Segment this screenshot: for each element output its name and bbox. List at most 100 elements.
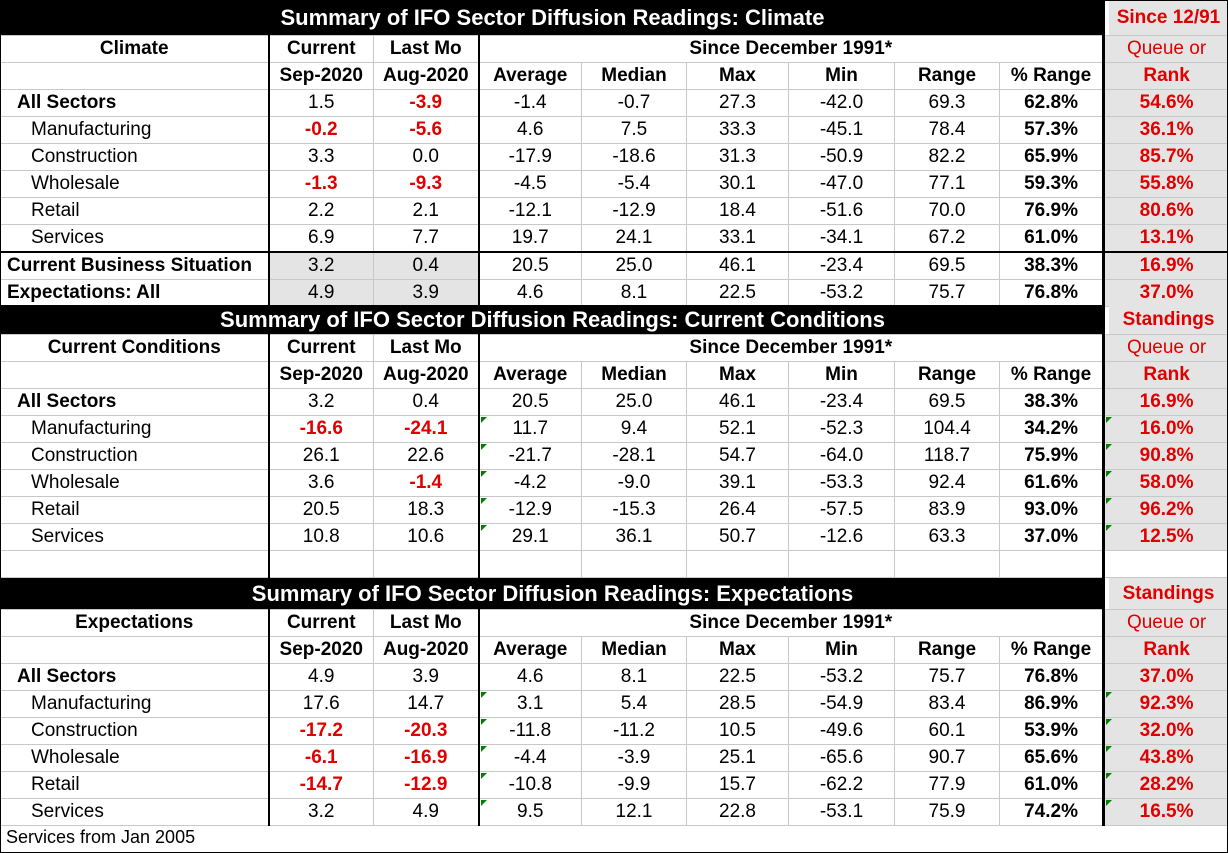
last-month-value: -12.9 [373,771,479,799]
median-value: -28.1 [581,442,687,470]
range-value: 90.7 [894,744,1000,772]
median-value: -3.9 [581,744,687,772]
table-row: Services 10.8 10.6 29.1 36.1 50.7 -12.6 63.3 37.… [0,523,1228,551]
max-value: 52.1 [686,415,789,443]
pct-range-value: 76.9% [998,197,1105,225]
table-row: Wholesale -6.1 -16.9 -4.4 -3.9 25.1 -65.6 90.7 6… [0,744,1228,772]
max-value: 54.7 [686,442,789,470]
min-value: -23.4 [788,251,895,280]
last-month-value: -9.3 [373,170,479,198]
max-value: 46.1 [686,388,789,416]
current-value: 4.9 [267,279,374,307]
range-value: 118.7 [894,442,1000,470]
median-value: -12.9 [581,197,687,225]
median-value: 5.4 [581,690,687,718]
max-value: 22.8 [686,798,789,826]
expectations-col-current: Current [267,609,374,637]
stat-header-median: Median [581,636,687,664]
expectations-header-row-1: Expectations Current Last Mo Since Decem… [0,609,1228,637]
row-label: Wholesale [0,170,269,198]
median-value: 8.1 [581,663,687,691]
row-label: All Sectors [0,388,269,416]
max-value: 25.1 [686,744,789,772]
median-value: 25.0 [581,388,687,416]
current-value: 3.2 [267,798,374,826]
current-value: -14.7 [267,771,374,799]
table-row: Manufacturing -16.6 -24.1 11.7 9.4 52.1 -52.3 1… [0,415,1228,443]
current-badge: Standings [1109,305,1228,334]
table-row: Services 3.2 4.9 9.5 12.1 22.8 -53.1 75.9 74.2% 1… [0,798,1228,826]
blank-cell [998,550,1105,578]
row-label: Wholesale [0,469,269,497]
climate-col-current: Current [267,35,374,63]
row-label: Construction [0,143,269,171]
min-value: -64.0 [788,442,895,470]
current-title: Summary of IFO Sector Diffusion Readings… [0,305,1105,334]
min-value: -51.6 [788,197,895,225]
pct-range-value: 65.9% [998,143,1105,171]
last-month-value: 18.3 [373,496,479,524]
current-rank-header: Rank [1102,361,1228,389]
range-value: 83.4 [894,690,1000,718]
expectations-col-current-sub: Sep-2020 [267,636,374,664]
row-label: Current Business Situation [0,251,269,280]
stat-header-min: Min [788,636,895,664]
min-value: -53.3 [788,469,895,497]
average-value: 20.5 [477,388,582,416]
average-value: -4.4 [477,744,582,772]
table-row: Services 6.9 7.7 19.7 24.1 33.1 -34.1 67.2 61.0%… [0,224,1228,253]
average-value: -21.7 [477,442,582,470]
min-value: -50.9 [788,143,895,171]
median-value: -9.0 [581,469,687,497]
last-month-value: 10.6 [373,523,479,551]
average-value: -1.4 [477,89,582,117]
stat-header-max: Max [686,361,789,389]
range-value: 63.3 [894,523,1000,551]
stat-header-range: Range [894,361,1000,389]
climate-queue-header: Queue or [1102,35,1228,63]
average-value: -10.8 [477,771,582,799]
row-label: Construction [0,442,269,470]
min-value: -57.5 [788,496,895,524]
pct-range-value: 75.9% [998,442,1105,470]
pct-range-value: 61.6% [998,469,1105,497]
table-row: Construction 26.1 22.6 -21.7 -28.1 54.7 -64.0 1… [0,442,1228,470]
average-value: 3.1 [477,690,582,718]
median-value: -5.4 [581,170,687,198]
table-row: Current Business Situation 3.2 0.4 20.5 25.0… [0,251,1228,280]
min-value: -47.0 [788,170,895,198]
average-value: 9.5 [477,798,582,826]
rank-value: 96.2% [1102,496,1228,524]
table-row: Retail -14.7 -12.9 -10.8 -9.9 15.7 -62.2 77.9 61… [0,771,1228,799]
rank-value: 92.3% [1102,690,1228,718]
expectations-table: Expectations Current Last Mo Since Decem… [0,609,1228,826]
range-value: 77.1 [894,170,1000,198]
average-value: 19.7 [477,224,582,253]
median-value: 9.4 [581,415,687,443]
min-value: -45.1 [788,116,895,144]
min-value: -62.2 [788,771,895,799]
max-value: 10.5 [686,717,789,745]
max-value: 22.5 [686,663,789,691]
table-row: All Sectors 3.2 0.4 20.5 25.0 46.1 -23.4 69.5 38… [0,388,1228,416]
min-value: -65.6 [788,744,895,772]
row-label: Expectations: All [0,279,269,307]
current-col-current-sub: Sep-2020 [267,361,374,389]
table-row: Retail 2.2 2.1 -12.1 -12.9 18.4 -51.6 70.0 76.9%… [0,197,1228,225]
median-value: -18.6 [581,143,687,171]
table-row: Wholesale 3.6 -1.4 -4.2 -9.0 39.1 -53.3 92.4 61.… [0,469,1228,497]
max-value: 18.4 [686,197,789,225]
min-value: -23.4 [788,388,895,416]
climate-badge: Since 12/91 [1109,0,1228,35]
expectations-label-header: Expectations [0,609,269,637]
average-value: 4.6 [477,279,582,307]
climate-header-row-2: Sep-2020 Aug-2020 Average Median Max Min… [0,62,1228,90]
climate-header-row-1: Climate Current Last Mo Since December 1… [0,35,1228,63]
pct-range-value: 65.6% [998,744,1105,772]
min-value: -12.6 [788,523,895,551]
climate-rank-header: Rank [1102,62,1228,90]
row-label: Manufacturing [0,415,269,443]
current-col-current: Current [267,334,374,362]
range-value: 83.9 [894,496,1000,524]
last-month-value: 0.4 [373,388,479,416]
